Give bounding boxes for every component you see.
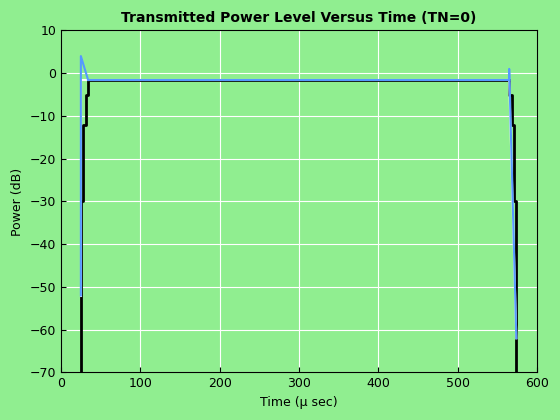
Y-axis label: Power (dB): Power (dB) xyxy=(11,168,24,236)
X-axis label: Time (μ sec): Time (μ sec) xyxy=(260,396,338,409)
Title: Transmitted Power Level Versus Time (TN=0): Transmitted Power Level Versus Time (TN=… xyxy=(122,11,477,25)
